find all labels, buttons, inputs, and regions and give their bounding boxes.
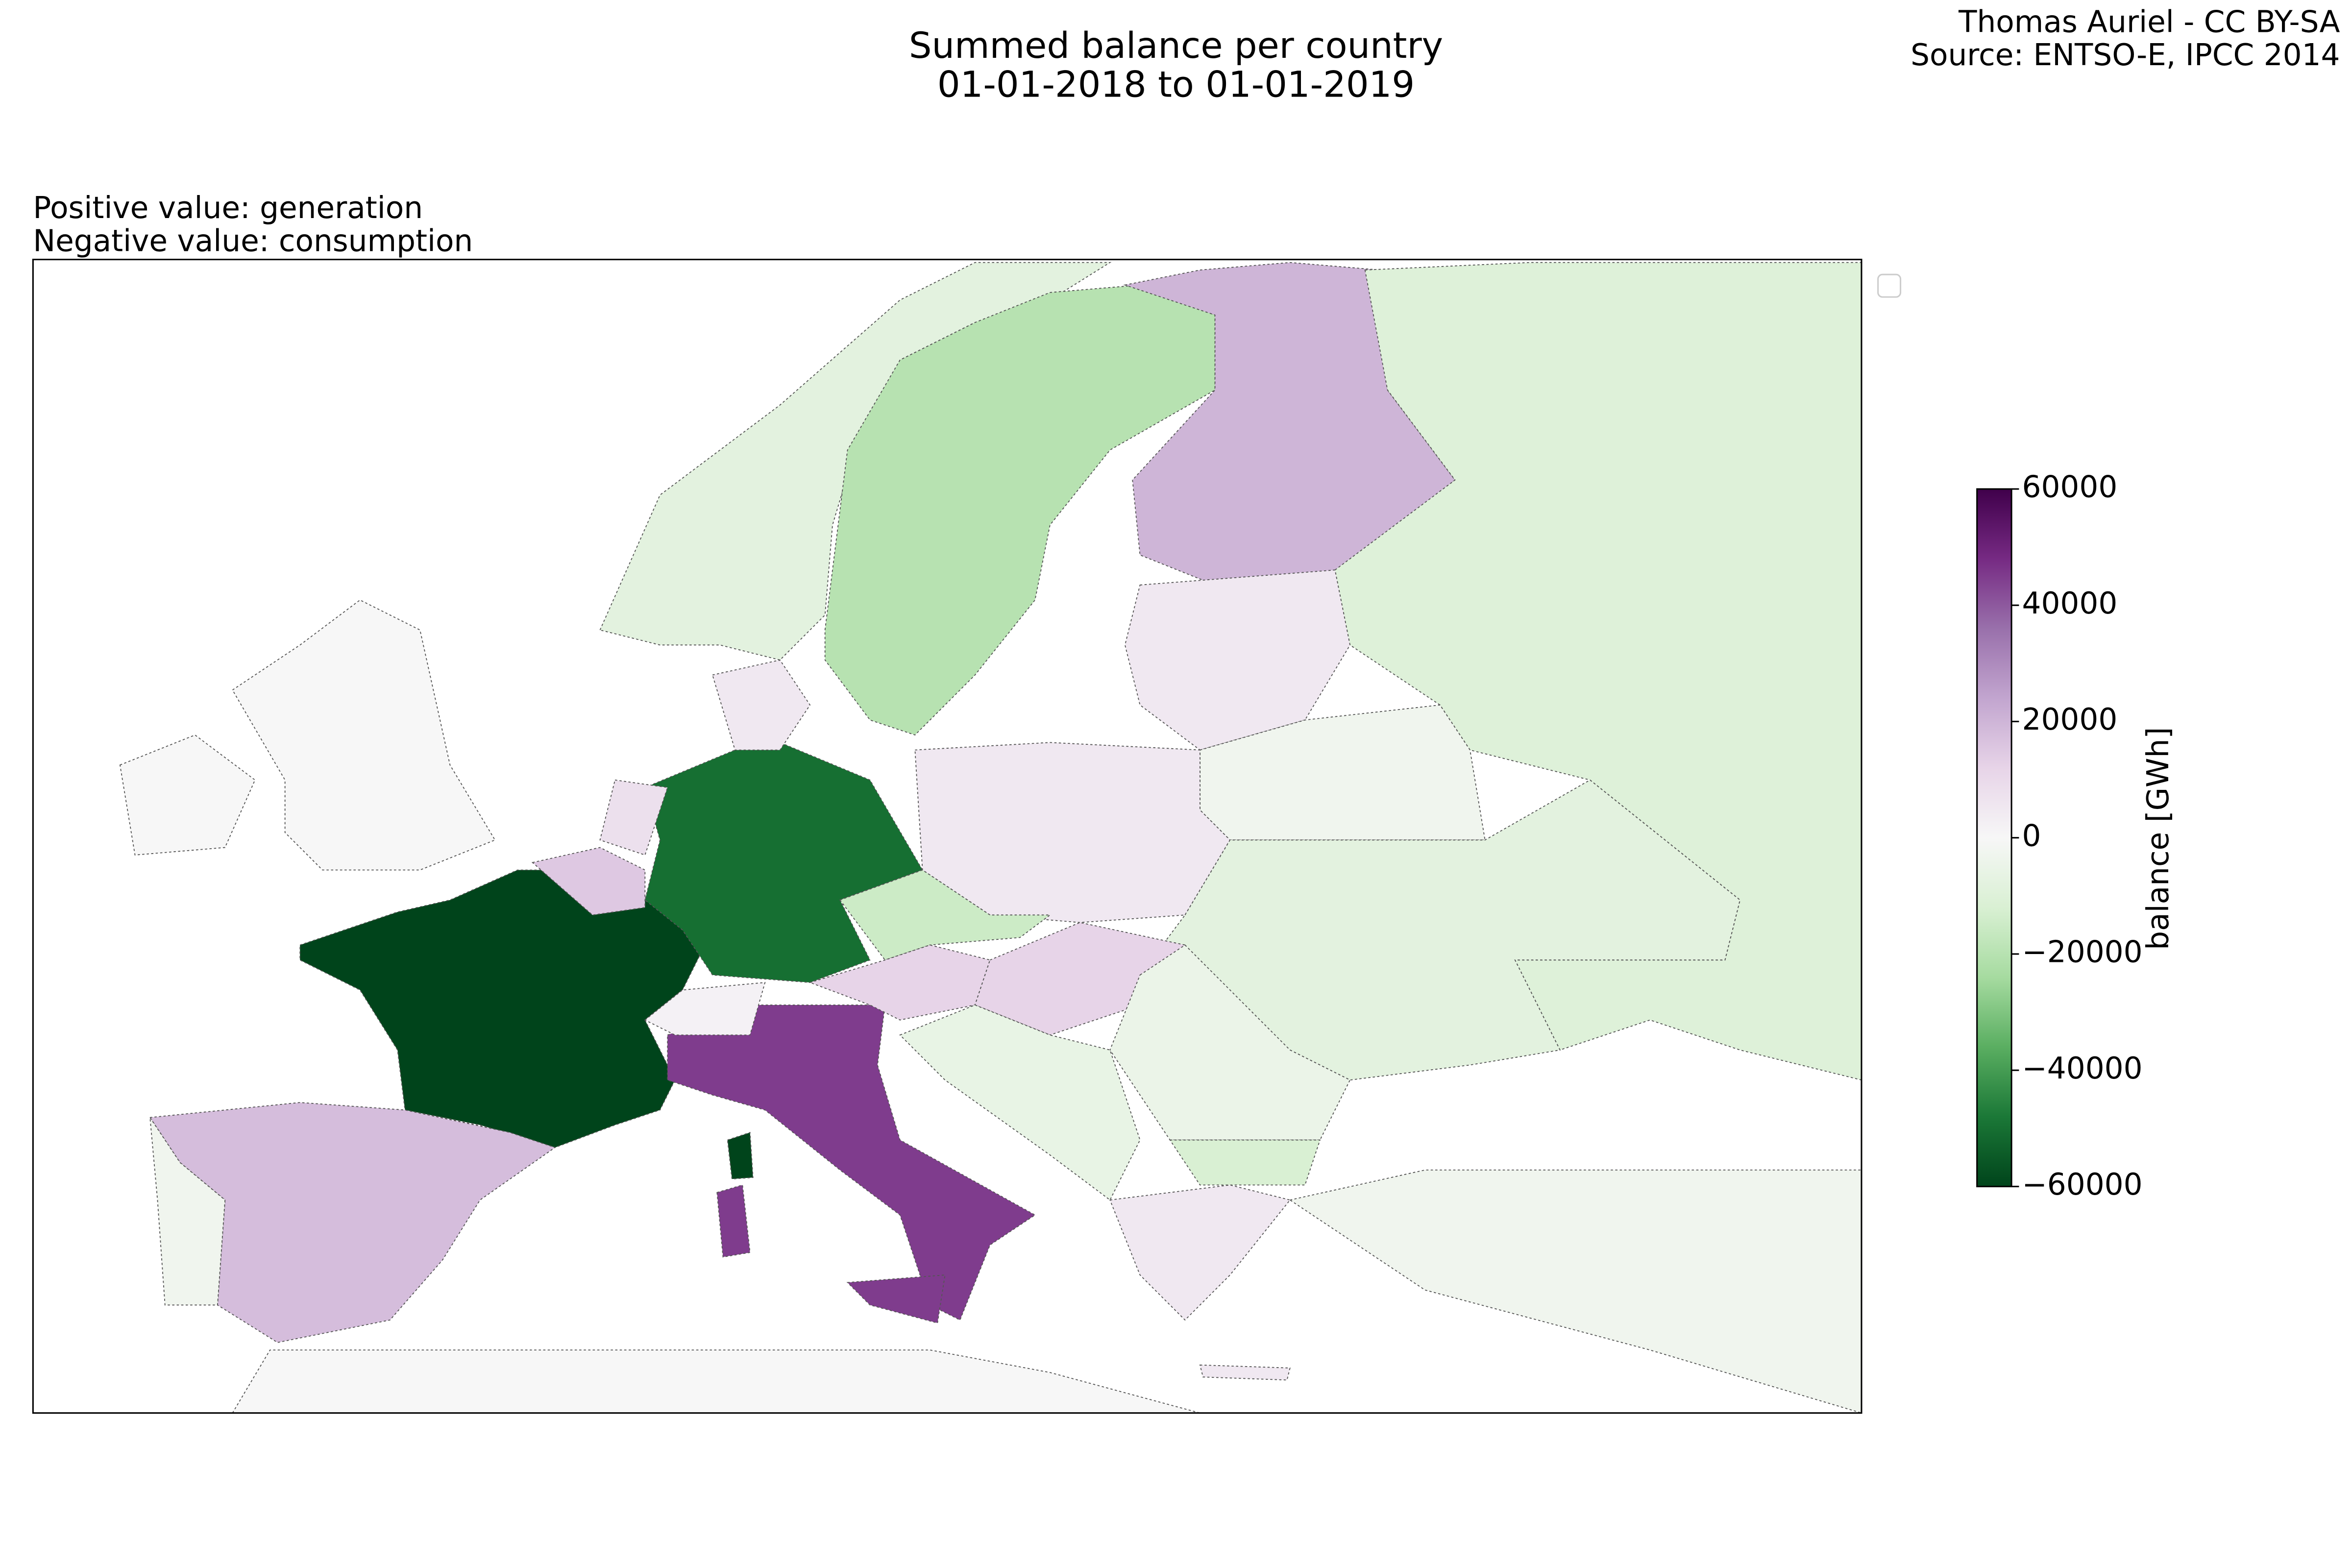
region [716, 1184, 751, 1258]
region [1200, 704, 1486, 841]
region [644, 982, 766, 1036]
region [727, 1131, 754, 1180]
map [119, 262, 1862, 1414]
region [1169, 1139, 1321, 1186]
region [599, 262, 1112, 661]
title: Summed balance per country [909, 25, 1443, 67]
colorbar-tick-label: −40000 [2022, 1051, 2143, 1086]
region [599, 779, 668, 856]
region [232, 599, 496, 871]
region [914, 742, 1231, 923]
region [1109, 1184, 1291, 1321]
region [149, 1102, 556, 1343]
credit: Thomas Auriel - CC BY-SA [1958, 5, 2340, 40]
legend-box [1877, 273, 1902, 298]
credit: Source: ENTSO-E, IPCC 2014 [1911, 38, 2340, 73]
colorbar [1976, 488, 2012, 1187]
region [1139, 779, 1741, 1081]
region [231, 1349, 1200, 1414]
region [808, 944, 991, 1021]
region [149, 1117, 226, 1306]
colorbar-tick-label: 60000 [2022, 470, 2118, 505]
colorbar-tick-label: 0 [2022, 818, 2041, 853]
region [1199, 1364, 1291, 1381]
region [1109, 944, 1351, 1141]
region [644, 742, 924, 983]
region [711, 659, 811, 751]
annotation: Negative value: consumption [33, 224, 473, 259]
region [531, 847, 646, 916]
colorbar-tick-label: −60000 [2022, 1167, 2143, 1202]
region [824, 284, 1216, 736]
region [1334, 262, 1862, 1081]
region [299, 869, 713, 1148]
subtitle: 01-01-2018 to 01-01-2019 [937, 64, 1415, 106]
region [1123, 262, 1456, 586]
region [667, 1004, 1036, 1321]
region [1289, 1169, 1862, 1414]
colorbar-label: balance [GWh] [2141, 727, 2176, 950]
map-frame [32, 259, 1862, 1414]
colorbar-tick-label: 40000 [2022, 586, 2118, 621]
colorbar-tick-label: 20000 [2022, 702, 2118, 737]
region [846, 1274, 946, 1324]
annotation: Positive value: generation [33, 191, 423, 225]
region [899, 1004, 1141, 1201]
colorbar-tick-label: −20000 [2022, 935, 2143, 970]
region [119, 734, 256, 856]
